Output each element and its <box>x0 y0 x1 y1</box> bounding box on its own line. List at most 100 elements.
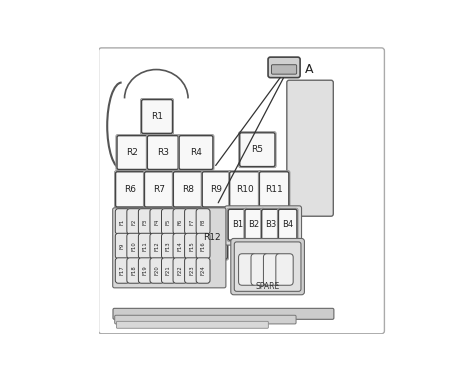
FancyBboxPatch shape <box>113 208 226 288</box>
FancyBboxPatch shape <box>251 254 268 285</box>
Text: R2: R2 <box>127 148 138 157</box>
FancyBboxPatch shape <box>138 233 152 259</box>
Text: F16: F16 <box>201 241 206 251</box>
FancyBboxPatch shape <box>172 171 204 208</box>
FancyBboxPatch shape <box>113 308 334 320</box>
Text: R3: R3 <box>157 148 169 157</box>
FancyBboxPatch shape <box>262 209 280 240</box>
FancyBboxPatch shape <box>196 233 210 259</box>
FancyBboxPatch shape <box>117 321 268 328</box>
FancyBboxPatch shape <box>276 254 293 285</box>
FancyBboxPatch shape <box>196 215 228 259</box>
FancyBboxPatch shape <box>201 171 231 208</box>
FancyBboxPatch shape <box>162 209 175 234</box>
Text: SPARE: SPARE <box>255 282 280 291</box>
FancyBboxPatch shape <box>127 233 141 259</box>
Text: B2: B2 <box>249 220 260 229</box>
Text: F1: F1 <box>120 218 125 225</box>
FancyBboxPatch shape <box>117 136 148 170</box>
Text: B4: B4 <box>282 220 293 229</box>
FancyBboxPatch shape <box>115 315 296 324</box>
FancyBboxPatch shape <box>173 209 187 234</box>
FancyBboxPatch shape <box>234 242 301 291</box>
Text: F20: F20 <box>155 266 159 275</box>
FancyBboxPatch shape <box>115 233 129 259</box>
FancyBboxPatch shape <box>142 100 173 134</box>
FancyBboxPatch shape <box>162 258 175 283</box>
Text: F22: F22 <box>177 266 182 275</box>
FancyBboxPatch shape <box>287 80 333 216</box>
Text: F19: F19 <box>143 266 148 275</box>
FancyBboxPatch shape <box>196 258 210 283</box>
FancyBboxPatch shape <box>240 133 275 166</box>
FancyBboxPatch shape <box>143 171 175 208</box>
Text: F15: F15 <box>189 241 194 251</box>
FancyBboxPatch shape <box>195 214 228 260</box>
FancyBboxPatch shape <box>258 171 290 208</box>
Text: F14: F14 <box>177 241 182 251</box>
Text: R1: R1 <box>151 112 163 121</box>
FancyBboxPatch shape <box>259 172 289 207</box>
FancyBboxPatch shape <box>147 136 178 170</box>
FancyBboxPatch shape <box>277 208 298 242</box>
Text: F4: F4 <box>155 218 159 225</box>
FancyBboxPatch shape <box>184 209 199 234</box>
FancyBboxPatch shape <box>184 258 199 283</box>
Text: R10: R10 <box>236 185 254 194</box>
Text: F8: F8 <box>201 218 206 225</box>
Text: A: A <box>305 63 313 76</box>
Text: F12: F12 <box>155 241 159 251</box>
Text: F18: F18 <box>131 266 137 275</box>
Text: R5: R5 <box>251 145 264 154</box>
FancyBboxPatch shape <box>225 206 301 245</box>
Text: F21: F21 <box>166 266 171 275</box>
Text: F6: F6 <box>177 218 182 225</box>
Text: R6: R6 <box>124 185 137 194</box>
Text: F7: F7 <box>189 218 194 225</box>
Text: R11: R11 <box>265 185 283 194</box>
Text: F10: F10 <box>131 241 137 251</box>
Text: F3: F3 <box>143 218 148 225</box>
FancyBboxPatch shape <box>162 233 175 259</box>
FancyBboxPatch shape <box>238 132 276 168</box>
FancyBboxPatch shape <box>127 258 141 283</box>
FancyBboxPatch shape <box>261 208 282 242</box>
Text: F17: F17 <box>120 266 125 275</box>
FancyBboxPatch shape <box>229 172 261 207</box>
Text: F2: F2 <box>131 218 137 225</box>
FancyBboxPatch shape <box>99 48 384 334</box>
FancyBboxPatch shape <box>173 233 187 259</box>
FancyBboxPatch shape <box>245 209 264 240</box>
FancyBboxPatch shape <box>244 208 264 242</box>
FancyBboxPatch shape <box>138 209 152 234</box>
Text: F5: F5 <box>166 218 171 225</box>
FancyBboxPatch shape <box>140 98 173 135</box>
FancyBboxPatch shape <box>146 135 179 171</box>
FancyBboxPatch shape <box>114 171 146 208</box>
FancyBboxPatch shape <box>115 258 129 283</box>
FancyBboxPatch shape <box>268 57 300 78</box>
Polygon shape <box>115 72 334 316</box>
FancyBboxPatch shape <box>127 209 141 234</box>
Text: R12: R12 <box>203 232 221 242</box>
Text: F9: F9 <box>120 243 125 249</box>
Text: B1: B1 <box>232 220 243 229</box>
FancyBboxPatch shape <box>196 209 210 234</box>
FancyBboxPatch shape <box>173 258 187 283</box>
FancyBboxPatch shape <box>173 172 203 207</box>
Text: R4: R4 <box>190 148 202 157</box>
Text: R7: R7 <box>153 185 165 194</box>
Text: F24: F24 <box>201 266 206 275</box>
FancyBboxPatch shape <box>202 172 230 207</box>
FancyBboxPatch shape <box>138 258 152 283</box>
FancyBboxPatch shape <box>150 233 164 259</box>
Text: B3: B3 <box>265 220 276 229</box>
FancyBboxPatch shape <box>115 209 129 234</box>
FancyBboxPatch shape <box>238 254 256 285</box>
Text: F11: F11 <box>143 241 148 251</box>
Text: R9: R9 <box>210 185 222 194</box>
FancyBboxPatch shape <box>179 136 213 170</box>
FancyBboxPatch shape <box>278 209 297 240</box>
FancyBboxPatch shape <box>145 172 174 207</box>
FancyBboxPatch shape <box>272 65 297 74</box>
